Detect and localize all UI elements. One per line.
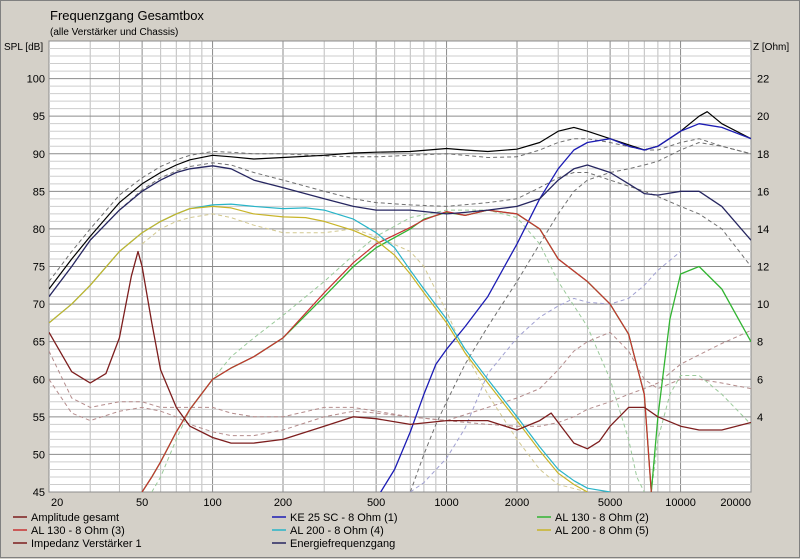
- series-line-reference: [151, 209, 645, 492]
- x-tick-label: 200: [274, 497, 292, 509]
- series-line-reference: [410, 251, 681, 492]
- y-left-tick-label: 70: [33, 299, 45, 311]
- y-left-tick-label: 45: [33, 487, 45, 499]
- x-tick-label: 500: [367, 497, 385, 509]
- y-right-tick-label: 22: [757, 74, 769, 86]
- legend-label: AL 200 - 8 Ohm (4): [290, 525, 384, 537]
- x-tick-label: 10000: [665, 497, 696, 509]
- series-line-impedanz-verst-rker-1: [49, 250, 751, 450]
- series-line-ke-25-sc-8-ohm-1: [379, 123, 751, 492]
- legend-label: KE 25 SC - 8 Ohm (1): [290, 512, 398, 524]
- series-line-al-130-8-ohm-3: [141, 209, 652, 492]
- series-line-reference: [49, 331, 751, 422]
- x-tick-label: 20: [51, 497, 63, 509]
- x-tick-label: 5000: [598, 497, 622, 509]
- legend-label: Amplitude gesamt: [31, 512, 119, 524]
- y-axis-left-ticks: 45 50 55 60 65 70 75 80 85 90 95 100: [27, 74, 45, 499]
- x-tick-label: 2000: [505, 497, 529, 509]
- series-line-reference: [49, 162, 751, 297]
- x-tick-label: 1000: [434, 497, 458, 509]
- legend-label: Impedanz Verstärker 1: [31, 538, 142, 550]
- series-line-reference: [141, 213, 588, 492]
- y-right-tick-label: 6: [757, 374, 763, 386]
- y-left-tick-label: 50: [33, 449, 45, 461]
- y-left-tick-label: 65: [33, 337, 45, 349]
- legend: Amplitude gesamt KE 25 SC - 8 Ohm (1) AL 1…: [13, 512, 649, 550]
- chart-subtitle: (alle Verstärker und Chassis): [50, 27, 178, 38]
- y-axis-right-label: Z [Ohm]: [753, 42, 789, 53]
- y-axis-right-ticks: 4 6 8 10 12 14 16 18 20 22: [757, 74, 769, 424]
- y-left-tick-label: 60: [33, 374, 45, 386]
- series-line-al-200-8-ohm-5: [49, 205, 588, 492]
- x-tick-label: 50: [136, 497, 148, 509]
- y-left-tick-label: 90: [33, 149, 45, 161]
- legend-label: AL 130 - 8 Ohm (3): [31, 525, 125, 537]
- y-left-tick-label: 55: [33, 412, 45, 424]
- series-line-reference: [650, 375, 751, 492]
- x-axis-ticks: 20 50 100 200 500 1000 2000 5000 10000 20000: [51, 497, 751, 509]
- y-left-tick-label: 80: [33, 224, 45, 236]
- x-tick-label: 20000: [720, 497, 751, 509]
- chart-title: Frequenzgang Gesamtbox: [50, 8, 204, 23]
- y-axis-left-label: SPL [dB]: [4, 42, 43, 53]
- y-left-tick-label: 85: [33, 186, 45, 198]
- y-right-tick-label: 16: [757, 186, 769, 198]
- y-right-tick-label: 4: [757, 412, 763, 424]
- y-left-tick-label: 75: [33, 262, 45, 274]
- y-right-tick-label: 18: [757, 149, 769, 161]
- legend-label: Energiefrequenzgang: [290, 538, 395, 550]
- y-left-tick-label: 95: [33, 111, 45, 123]
- legend-label: AL 200 - 8 Ohm (5): [555, 525, 649, 537]
- y-right-tick-label: 20: [757, 111, 769, 123]
- y-right-tick-label: 8: [757, 337, 763, 349]
- y-right-tick-label: 12: [757, 262, 769, 274]
- series-line-reference: [49, 329, 751, 437]
- x-tick-label: 100: [203, 497, 221, 509]
- legend-label: AL 130 - 8 Ohm (2): [555, 512, 649, 524]
- y-right-tick-label: 10: [757, 299, 769, 311]
- y-left-tick-label: 100: [27, 74, 45, 86]
- series-line-energiefrequenzgang: [49, 164, 751, 297]
- series-line-reference: [409, 142, 751, 492]
- y-right-tick-label: 14: [757, 224, 769, 236]
- series-group: [49, 111, 751, 492]
- grid-lines: [48, 40, 752, 493]
